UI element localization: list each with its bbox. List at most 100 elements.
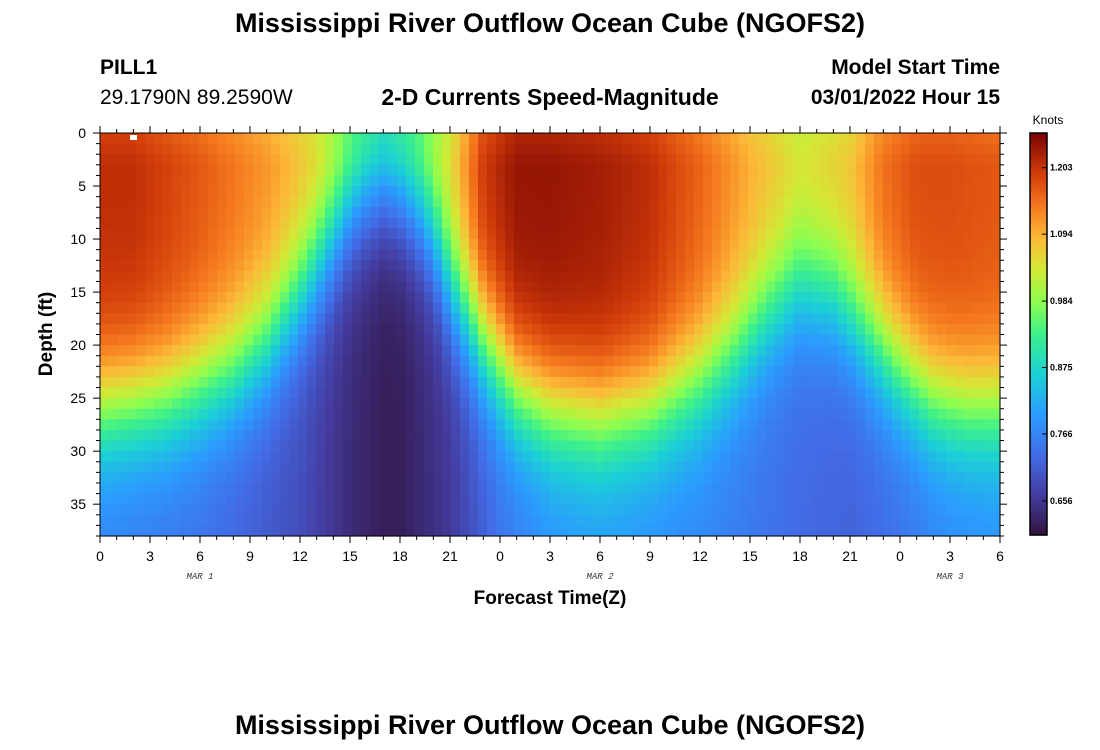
heatmap-cell (307, 302, 317, 314)
heatmap-cell (271, 440, 281, 452)
heatmap-cell (775, 472, 785, 484)
heatmap-cell (568, 472, 578, 484)
heatmap-cell (541, 419, 551, 431)
colorbar-segment (1030, 330, 1047, 335)
heatmap-cell (712, 133, 722, 145)
heatmap-cell (640, 133, 650, 145)
heatmap-cell (883, 440, 893, 452)
heatmap-cell (613, 249, 623, 261)
x-tick-label: 0 (496, 548, 504, 564)
heatmap-cell (208, 313, 218, 325)
heatmap-cell (631, 440, 641, 452)
heatmap-cell (622, 504, 632, 516)
heatmap-cell (118, 408, 128, 420)
heatmap-cell (766, 482, 776, 495)
heatmap-cell (973, 207, 983, 219)
heatmap-cell (829, 239, 839, 251)
heatmap-cell (343, 313, 353, 325)
heatmap-cell (433, 387, 443, 399)
heatmap-cell (865, 302, 875, 314)
heatmap-cell (577, 239, 587, 251)
heatmap-cell (703, 228, 713, 240)
heatmap-cell (208, 387, 218, 399)
heatmap-cell (325, 366, 335, 378)
heatmap-cell (217, 239, 227, 251)
heatmap-cell (118, 281, 128, 293)
heatmap-cell (874, 207, 884, 219)
heatmap-cell (496, 419, 506, 431)
heatmap-cell (631, 249, 641, 261)
heatmap-cell (361, 461, 371, 473)
heatmap-cell (559, 334, 569, 346)
heatmap-cell (919, 376, 929, 389)
heatmap-cell (406, 217, 416, 230)
heatmap-cell (163, 154, 173, 166)
heatmap-cell (190, 292, 200, 304)
heatmap-cell (811, 196, 821, 208)
heatmap-cell (631, 292, 641, 304)
heatmap-cell (883, 472, 893, 484)
heatmap-cell (280, 313, 290, 325)
heatmap-cell (100, 175, 110, 187)
heatmap-cell (136, 164, 146, 177)
heatmap-cell (685, 334, 695, 346)
heatmap-cell (595, 514, 605, 526)
heatmap-cell (487, 345, 497, 357)
heatmap-cell (244, 207, 254, 219)
heatmap-cell (793, 228, 803, 240)
heatmap-cell (235, 133, 245, 145)
heatmap-cell (712, 207, 722, 219)
heatmap-cell (325, 249, 335, 261)
heatmap-cell (307, 143, 317, 155)
heatmap-cell (361, 419, 371, 431)
colorbar-segment (1030, 474, 1047, 479)
heatmap-cell (586, 164, 596, 177)
heatmap-cell (622, 429, 632, 442)
heatmap-cell (334, 323, 344, 336)
heatmap-cell (946, 143, 956, 155)
heatmap-cell (865, 472, 875, 484)
heatmap-cell (460, 186, 470, 198)
heatmap-cell (730, 525, 740, 537)
heatmap-cell (514, 323, 524, 336)
heatmap-cell (964, 313, 974, 325)
heatmap-cell (613, 366, 623, 378)
heatmap-cell (442, 175, 452, 187)
heatmap-cell (424, 313, 434, 325)
heatmap-cell (487, 419, 497, 431)
heatmap-cell (991, 440, 1001, 452)
heatmap-cell (127, 207, 137, 219)
heatmap-cell (424, 175, 434, 187)
heatmap-cell (748, 239, 758, 251)
heatmap-cell (928, 143, 938, 155)
heatmap-cell (217, 461, 227, 473)
heatmap-cell (748, 143, 758, 155)
heatmap-cell (802, 493, 812, 505)
heatmap-cell (379, 345, 389, 357)
heatmap-cell (559, 504, 569, 516)
heatmap-cell (991, 345, 1001, 357)
heatmap-cell (595, 451, 605, 463)
heatmap-cell (550, 302, 560, 314)
heatmap-cell (820, 504, 830, 516)
heatmap-cell (208, 207, 218, 219)
heatmap-cell (289, 228, 299, 240)
heatmap-cell (361, 482, 371, 495)
heatmap-cell (874, 292, 884, 304)
heatmap-cell (325, 302, 335, 314)
heatmap-cell (613, 302, 623, 314)
heatmap-cell (280, 133, 290, 145)
heatmap-cell (334, 239, 344, 251)
heatmap-cell (748, 281, 758, 293)
heatmap-cell (919, 504, 929, 516)
heatmap-cell (181, 504, 191, 516)
heatmap-cell (505, 249, 515, 261)
heatmap-cell (460, 461, 470, 473)
heatmap-cell (586, 334, 596, 346)
heatmap-cell (352, 302, 362, 314)
heatmap-cell (127, 398, 137, 410)
heatmap-cell (181, 154, 191, 166)
heatmap-cell (793, 366, 803, 378)
heatmap-cell (487, 472, 497, 484)
heatmap-cell (649, 133, 659, 145)
